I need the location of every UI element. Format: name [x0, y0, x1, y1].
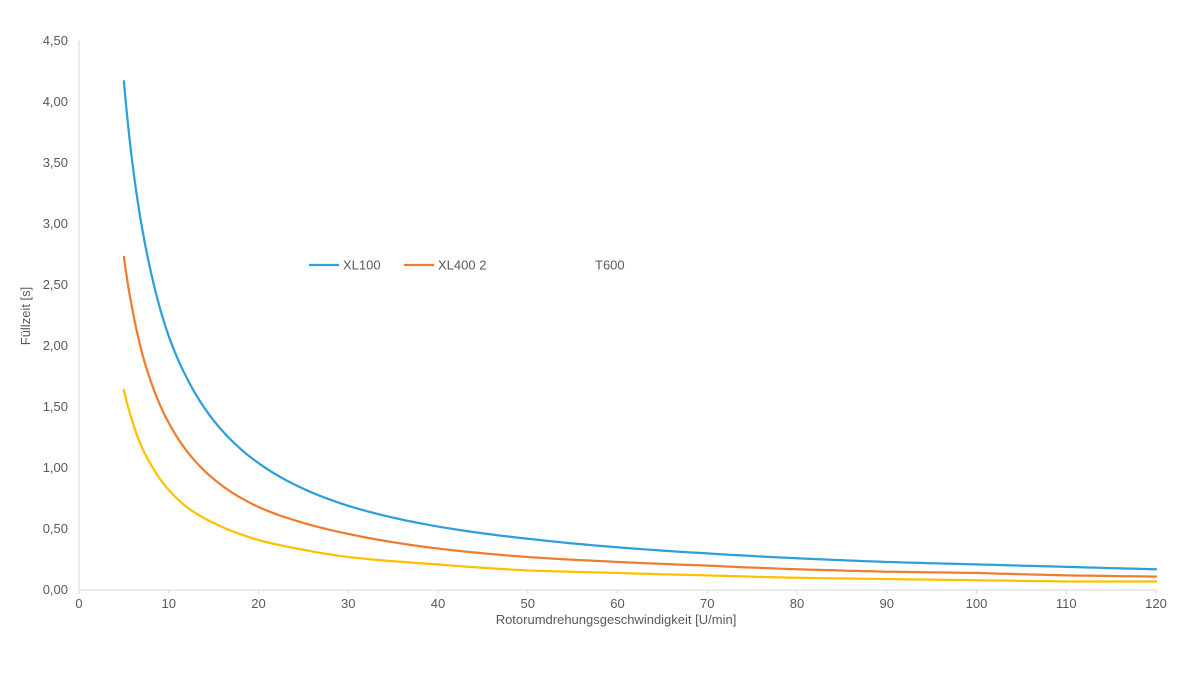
y-tick-label: 2,50 — [43, 277, 68, 292]
y-axis-ticks: 0,00 0,50 1,00 1,50 2,00 2,50 3,00 3,50 4,00 4,50 — [43, 33, 68, 597]
x-axis-ticks: 0 10 20 30 40 50 60 70 80 90 100 110 120 — [75, 590, 1167, 611]
series-line — [122, 80, 1158, 571]
x-tick-label: 70 — [700, 596, 714, 611]
y-tick-label: 4,50 — [43, 33, 68, 48]
series-lines — [122, 80, 1158, 583]
y-tick-label: 0,50 — [43, 521, 68, 536]
x-tick-label: 100 — [966, 596, 988, 611]
legend-label: XL400 2 — [438, 258, 486, 273]
x-tick-label: 120 — [1145, 596, 1167, 611]
series-line — [122, 255, 1158, 578]
x-tick-label: 60 — [610, 596, 624, 611]
y-tick-label: 1,00 — [43, 460, 68, 475]
y-axis-title: Füllzeit [s] — [18, 287, 33, 346]
axes — [78, 41, 1156, 591]
legend-label: T600 — [595, 258, 625, 273]
legend: XL100 XL400 2 T600 — [309, 258, 625, 273]
y-tick-label: 4,00 — [43, 94, 68, 109]
x-tick-label: 20 — [251, 596, 265, 611]
x-tick-label: 110 — [1056, 596, 1077, 611]
x-tick-label: 90 — [880, 596, 894, 611]
x-tick-label: 0 — [75, 596, 82, 611]
legend-label: XL100 — [343, 258, 381, 273]
x-axis-title: Rotorumdrehungsgeschwindigkeit [U/min] — [496, 612, 737, 627]
x-tick-label: 40 — [431, 596, 445, 611]
x-tick-label: 50 — [521, 596, 535, 611]
y-tick-label: 3,50 — [43, 155, 68, 170]
x-tick-label: 30 — [341, 596, 355, 611]
x-tick-label: 80 — [790, 596, 804, 611]
y-tick-label: 0,00 — [43, 582, 68, 597]
y-tick-label: 2,00 — [43, 338, 68, 353]
x-tick-label: 10 — [162, 596, 176, 611]
y-tick-label: 3,00 — [43, 216, 68, 231]
y-tick-label: 1,50 — [43, 399, 68, 414]
series-line — [122, 388, 1158, 583]
